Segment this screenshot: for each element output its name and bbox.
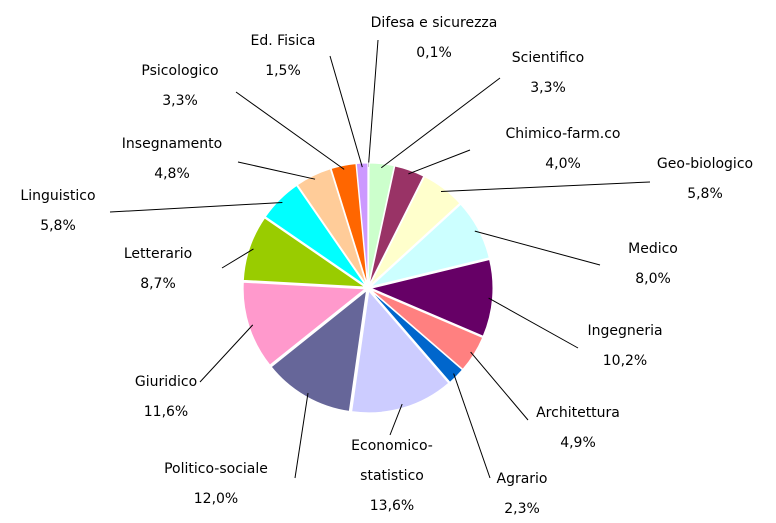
pie-slice — [369, 258, 494, 337]
category-label: Chimico-farm.co — [505, 126, 621, 142]
category-label: Geo-biologico — [656, 156, 754, 172]
pie-slice — [367, 162, 395, 286]
pie-slice — [369, 289, 464, 384]
value-label: 1,5% — [265, 63, 301, 79]
slice-label: Architettura 4,9% — [536, 398, 620, 458]
category-label: Insegnamento — [121, 136, 223, 152]
slice-label: Ingegneria 10,2% — [587, 316, 662, 376]
category-label: Ed. Fisica — [250, 33, 316, 49]
slice-label: Geo-biologico 5,8% — [657, 149, 753, 209]
slice-label: Letterario 8,7% — [124, 239, 192, 299]
slice-label: Psicologico 3,3% — [141, 56, 218, 116]
leader-line — [408, 149, 471, 175]
leader-line — [109, 202, 283, 213]
slice-label: Agrario 2,3% — [496, 464, 547, 523]
value-label: 4,9% — [560, 435, 596, 451]
slice-label: Economico-statistico 13,6% — [342, 431, 442, 521]
slice-label: Medico 8,0% — [628, 234, 678, 294]
category-label: Linguistico — [20, 188, 96, 204]
category-label: Medico — [628, 241, 678, 257]
value-label: 10,2% — [602, 353, 648, 369]
category-label: Economico-statistico — [351, 438, 433, 484]
pie-slice — [355, 162, 369, 286]
leader-line — [367, 39, 379, 168]
slice-label: Scientifico 3,3% — [512, 43, 584, 103]
category-label: Scientifico — [511, 50, 585, 66]
value-label: 5,8% — [40, 218, 76, 234]
value-label: 8,0% — [635, 271, 671, 287]
pie-slice — [242, 281, 367, 366]
leader-line — [221, 248, 254, 269]
value-label: 0,1% — [416, 45, 452, 61]
value-label: 13,6% — [369, 498, 415, 514]
value-label: 3,3% — [530, 80, 566, 96]
slice-label: Ed. Fisica 1,5% — [250, 26, 315, 86]
leader-line — [235, 91, 345, 170]
slice-label: Linguistico 5,8% — [20, 181, 95, 241]
leader-line — [294, 392, 309, 479]
slice-label: Giuridico 11,6% — [135, 367, 197, 427]
category-label: Ingegneria — [587, 323, 663, 339]
leader-line — [329, 55, 363, 168]
pie-slice — [370, 289, 484, 371]
value-label: 12,0% — [193, 491, 239, 507]
value-label: 11,6% — [143, 404, 189, 420]
category-label: Giuridico — [134, 374, 198, 390]
pie-slice — [368, 165, 425, 286]
leader-line — [237, 161, 316, 180]
category-label: Agrario — [496, 471, 548, 487]
pie-slice — [351, 289, 450, 414]
slice-label: Chimico-farm.co 4,0% — [505, 119, 620, 179]
category-label: Difesa e sicurezza — [370, 15, 498, 31]
value-label: 5,8% — [687, 186, 723, 202]
slice-label: Difesa e sicurezza 0,1% — [371, 8, 498, 68]
value-label: 8,7% — [140, 276, 176, 292]
leader-line — [440, 181, 651, 193]
leader-line — [470, 351, 529, 421]
category-label: Politico-sociale — [164, 461, 268, 477]
leader-line — [474, 230, 601, 266]
pie-slice — [270, 289, 368, 412]
value-label: 3,3% — [162, 93, 198, 109]
category-label: Letterario — [123, 246, 193, 262]
pie-slice — [370, 203, 490, 288]
value-label: 4,8% — [154, 166, 190, 182]
value-label: 2,3% — [504, 501, 540, 517]
pie-slice — [242, 217, 367, 288]
leader-line — [488, 297, 579, 349]
leader-line — [380, 77, 501, 169]
value-label: 4,0% — [545, 156, 581, 172]
category-label: Psicologico — [141, 63, 219, 79]
pie-slice — [296, 168, 368, 286]
leader-line — [199, 324, 254, 383]
pie-slice — [369, 175, 461, 286]
pie-slice — [264, 184, 367, 287]
slice-label: Insegnamento 4,8% — [122, 129, 222, 189]
leader-line — [453, 373, 491, 479]
category-label: Architettura — [536, 405, 620, 421]
leader-line — [389, 403, 403, 436]
slice-label: Politico-sociale 12,0% — [164, 454, 268, 514]
